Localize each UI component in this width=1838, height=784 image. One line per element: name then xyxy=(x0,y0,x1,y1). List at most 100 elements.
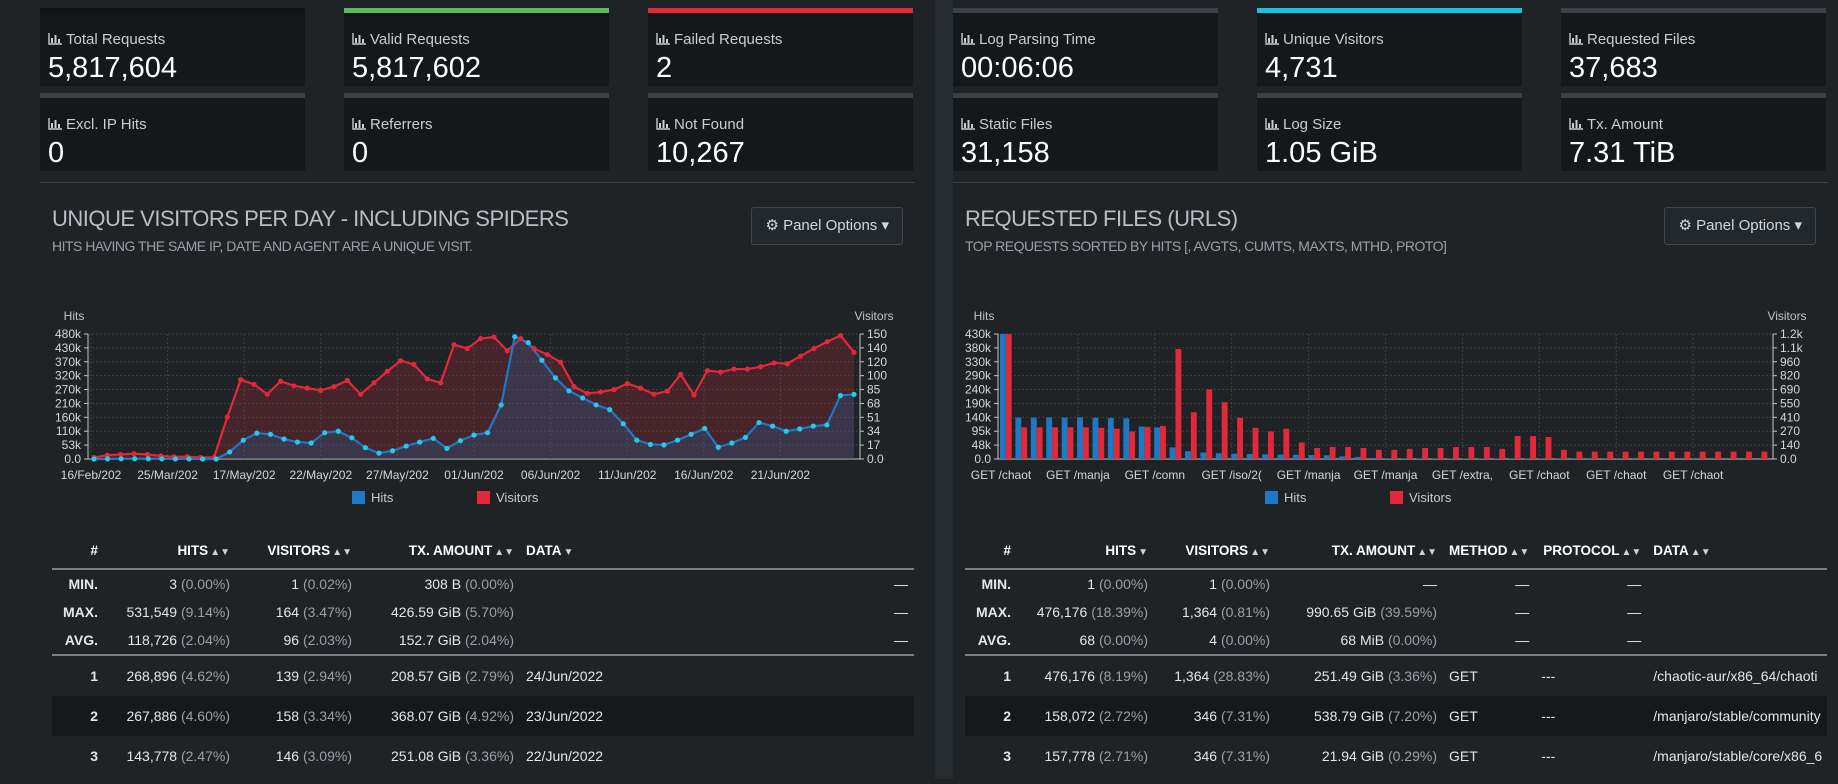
legend-item-hits[interactable]: Hits xyxy=(352,490,393,505)
panel-options-button[interactable]: ⚙ Panel Options ▾ xyxy=(1664,207,1816,245)
legend-item-visitors[interactable]: Visitors xyxy=(1390,490,1451,505)
tx-cell: 426.59 GiB (5.70%) xyxy=(358,598,520,626)
hits-point xyxy=(512,334,517,339)
visitors-bar xyxy=(1314,448,1320,459)
card-accent-bar xyxy=(1257,93,1522,98)
table-row[interactable]: 1 268,896 (4.62%) 139 (2.94%) 208.57 GiB… xyxy=(52,655,914,696)
hits-point xyxy=(281,436,286,441)
visitors-point xyxy=(145,452,150,457)
col-header-tx-amount[interactable]: TX. AMOUNT▲▼ xyxy=(1276,532,1443,569)
visitors-point xyxy=(625,381,630,386)
tx-value: 21.94 GiB xyxy=(1322,748,1384,764)
legend-label: Visitors xyxy=(1409,490,1451,505)
legend-item-hits[interactable]: Hits xyxy=(1265,490,1306,505)
visitors-bar xyxy=(1669,452,1675,459)
summary-label: AVG. xyxy=(52,626,104,655)
hits-value: 68 xyxy=(1080,632,1096,648)
y-tick-label: 430k xyxy=(965,327,992,341)
visitors-bar xyxy=(1129,432,1135,459)
col-header-hits[interactable]: HITS▼ xyxy=(1017,532,1154,569)
hits-pct: (2.72%) xyxy=(1099,708,1148,724)
col-header-data[interactable]: DATA▼ xyxy=(520,532,914,569)
caret-down-icon: ▾ xyxy=(881,217,889,234)
x-tick-label: 06/Jun/202 xyxy=(521,468,581,482)
tx-pct: (3.36%) xyxy=(1388,668,1437,684)
tx-value: 426.59 GiB xyxy=(391,604,461,620)
visitors-point xyxy=(385,369,390,374)
visitors-point xyxy=(811,346,816,351)
hits-bar xyxy=(1108,418,1114,459)
hits-point xyxy=(594,402,599,407)
y-tick-label: 53k xyxy=(62,438,82,452)
table-row[interactable]: 1 476,176 (8.19%) 1,364 (28.83%) 251.49 … xyxy=(965,655,1827,696)
panel-options-button[interactable]: ⚙ Panel Options ▾ xyxy=(751,207,903,245)
hits-bar xyxy=(1416,458,1422,459)
col-header-hits[interactable]: HITS▲▼ xyxy=(104,532,236,569)
hits-cell: 476,176 (8.19%) xyxy=(1017,655,1154,696)
visitors-bar xyxy=(1145,427,1151,459)
col-header-visitors[interactable]: VISITORS▲▼ xyxy=(236,532,358,569)
visitors-cell: 146 (3.09%) xyxy=(236,736,358,776)
panel-options-label: Panel Options xyxy=(1696,217,1790,234)
legend-item-visitors[interactable]: Visitors xyxy=(477,490,538,505)
hits-bar xyxy=(1093,418,1099,459)
visitors-pct: (2.94%) xyxy=(303,668,352,684)
x-tick-label: GET /chaot xyxy=(1586,468,1647,482)
table-row[interactable]: 2 267,886 (4.60%) 158 (3.34%) 368.07 GiB… xyxy=(52,696,914,736)
y2-tick-label: 140 xyxy=(867,341,887,355)
panel-divider xyxy=(953,182,1828,183)
card-label: Excl. IP Hits xyxy=(66,116,147,133)
visitors-bar xyxy=(1068,427,1074,459)
col-header-protocol[interactable]: PROTOCOL▲▼ xyxy=(1535,532,1647,569)
gear-icon: ⚙ xyxy=(765,217,778,234)
visitors-bar xyxy=(1191,412,1197,459)
visitors-bar xyxy=(1653,452,1659,459)
tx-value: 208.57 GiB xyxy=(391,668,461,684)
visitors-value: 158 xyxy=(276,708,299,724)
hits-point xyxy=(729,440,734,445)
visitors-point xyxy=(731,366,736,371)
col-header-tx-amount[interactable]: TX. AMOUNT▲▼ xyxy=(358,532,520,569)
hits-point xyxy=(227,449,232,454)
card-label: Log Size xyxy=(1283,116,1341,133)
visitors-bar xyxy=(1761,452,1767,459)
bar-chart-icon xyxy=(1265,117,1279,129)
sort-icon: ▲▼ xyxy=(1250,547,1270,558)
x-tick-label: 01/Jun/202 xyxy=(444,468,504,482)
y-tick-label: 290k xyxy=(965,369,992,383)
visitors-point xyxy=(398,358,403,363)
visitors-bar xyxy=(1700,452,1706,459)
visitors-point xyxy=(718,370,723,375)
visitors-cell: 1,364 (28.83%) xyxy=(1154,655,1276,696)
hits-bar xyxy=(1062,418,1068,459)
summary-row-max: MAX. 476,176 (18.39%) 1,364 (0.81%) 990.… xyxy=(965,598,1827,626)
data-cell: — xyxy=(520,598,914,626)
hits-point xyxy=(743,435,748,440)
table-row[interactable]: 2 158,072 (2.72%) 346 (7.31%) 538.79 GiB… xyxy=(965,696,1827,736)
visitors-point xyxy=(225,414,230,419)
visitors-bar xyxy=(1623,452,1629,459)
bar-chart-icon xyxy=(1569,32,1583,44)
card-label: Failed Requests xyxy=(674,31,782,48)
card-value: 5,817,602 xyxy=(352,52,481,85)
legend-label: Visitors xyxy=(496,490,538,505)
hits-point xyxy=(485,430,490,435)
col-header-label: PROTOCOL xyxy=(1543,543,1619,558)
col-header-method[interactable]: METHOD▲▼ xyxy=(1443,532,1535,569)
card-tx-amount: Tx. Amount 7.31 TiB xyxy=(1561,93,1826,171)
visitors-point xyxy=(571,384,576,389)
table-row[interactable]: 3 143,778 (2.47%) 146 (3.09%) 251.08 GiB… xyxy=(52,736,914,776)
col-header-data[interactable]: DATA▲▼ xyxy=(1647,532,1827,569)
method-cell: — xyxy=(1443,626,1535,655)
tx-value: 538.79 GiB xyxy=(1314,708,1384,724)
table-row[interactable]: 3 157,778 (2.71%) 346 (7.31%) 21.94 GiB … xyxy=(965,736,1827,776)
hits-pct: (8.19%) xyxy=(1099,668,1148,684)
hits-bar xyxy=(1355,457,1361,459)
hits-value: 268,896 xyxy=(126,668,177,684)
visitors-bar xyxy=(1453,447,1459,459)
col-header-visitors[interactable]: VISITORS▲▼ xyxy=(1154,532,1276,569)
card-accent-bar xyxy=(40,8,305,13)
protocol-cell: — xyxy=(1535,569,1647,598)
col-header-label: DATA xyxy=(1653,543,1689,558)
hits-point xyxy=(91,456,96,461)
